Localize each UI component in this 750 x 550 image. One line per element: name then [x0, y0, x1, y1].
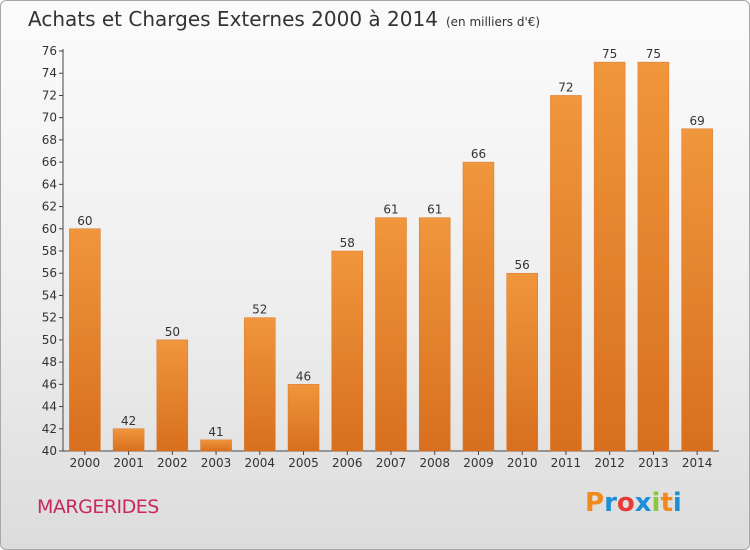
y-tick-label: 76 — [42, 44, 57, 58]
y-tick-label: 60 — [42, 222, 57, 236]
bar — [331, 250, 364, 452]
bar — [593, 61, 626, 452]
bar — [200, 439, 232, 452]
x-tick-label: 2012 — [594, 456, 625, 470]
data-label: 69 — [689, 114, 704, 128]
x-tick-label: 2006 — [332, 456, 363, 470]
y-tick-label: 66 — [42, 155, 57, 169]
logo-letter: t — [660, 488, 673, 518]
y-tick-label: 52 — [42, 311, 57, 325]
y-tick-label: 70 — [42, 111, 57, 125]
x-tick-label: 2011 — [551, 456, 582, 470]
y-tick-label: 48 — [42, 355, 57, 369]
y-tick-label: 64 — [42, 177, 57, 191]
data-label: 61 — [383, 203, 398, 217]
y-tick-label: 42 — [42, 422, 57, 436]
chart-title-block: Achats et Charges Externes 2000 à 2014 (e… — [28, 7, 540, 31]
bar — [681, 128, 713, 452]
x-tick-label: 2013 — [638, 456, 669, 470]
x-tick-label: 2002 — [157, 456, 188, 470]
y-tick-label: 72 — [42, 88, 57, 102]
y-tick-label: 62 — [42, 200, 57, 214]
bar — [156, 339, 189, 452]
x-tick-label: 2003 — [201, 456, 232, 470]
bar — [244, 317, 276, 452]
data-label: 75 — [646, 47, 661, 61]
chart-title: Achats et Charges Externes 2000 à 2014 — [28, 7, 438, 31]
bar — [550, 95, 582, 452]
x-tick-label: 2001 — [113, 456, 144, 470]
logo-letter: i — [651, 488, 661, 518]
chart-subtitle: (en milliers d'€) — [445, 15, 541, 29]
bar — [462, 161, 495, 452]
place-name: MARGERIDES — [37, 496, 159, 518]
x-tick-label: 2005 — [288, 456, 319, 470]
data-label: 42 — [121, 414, 136, 428]
bar — [418, 217, 451, 452]
y-tick-label: 56 — [42, 266, 57, 280]
data-label: 50 — [165, 325, 180, 339]
logo-letter: r — [604, 488, 617, 518]
data-label: 56 — [515, 258, 530, 272]
y-tick-label: 40 — [42, 444, 57, 458]
bar — [287, 384, 320, 452]
logo-letter: i — [672, 488, 682, 518]
x-tick-label: 2010 — [507, 456, 538, 470]
data-label: 60 — [77, 214, 92, 228]
y-tick-label: 74 — [42, 66, 57, 80]
bar — [69, 228, 101, 452]
y-tick-label: 58 — [42, 244, 57, 258]
proxiti-logo: Proxiti — [585, 488, 682, 518]
x-tick-label: 2000 — [70, 456, 101, 470]
x-tick-label: 2004 — [245, 456, 276, 470]
x-tick-label: 2009 — [463, 456, 494, 470]
bar — [375, 217, 407, 452]
data-label: 41 — [208, 425, 223, 439]
data-label: 46 — [296, 369, 311, 383]
bar — [506, 272, 538, 452]
x-tick-label: 2008 — [419, 456, 450, 470]
y-tick-label: 68 — [42, 133, 57, 147]
y-tick-label: 50 — [42, 333, 57, 347]
data-label: 58 — [340, 236, 355, 250]
y-tick-label: 44 — [42, 400, 57, 414]
data-label: 66 — [471, 147, 486, 161]
logo-letter: o — [616, 488, 635, 518]
data-label: 61 — [427, 203, 442, 217]
y-tick-label: 46 — [42, 377, 57, 391]
data-label: 75 — [602, 47, 617, 61]
logo-letter: x — [634, 488, 652, 518]
x-tick-label: 2014 — [682, 456, 713, 470]
bar — [637, 61, 670, 452]
x-tick-label: 2007 — [376, 456, 407, 470]
y-tick-label: 54 — [42, 288, 57, 302]
bar — [112, 428, 145, 452]
data-label: 72 — [558, 80, 573, 94]
data-label: 52 — [252, 303, 267, 317]
logo-letter: P — [585, 488, 605, 518]
